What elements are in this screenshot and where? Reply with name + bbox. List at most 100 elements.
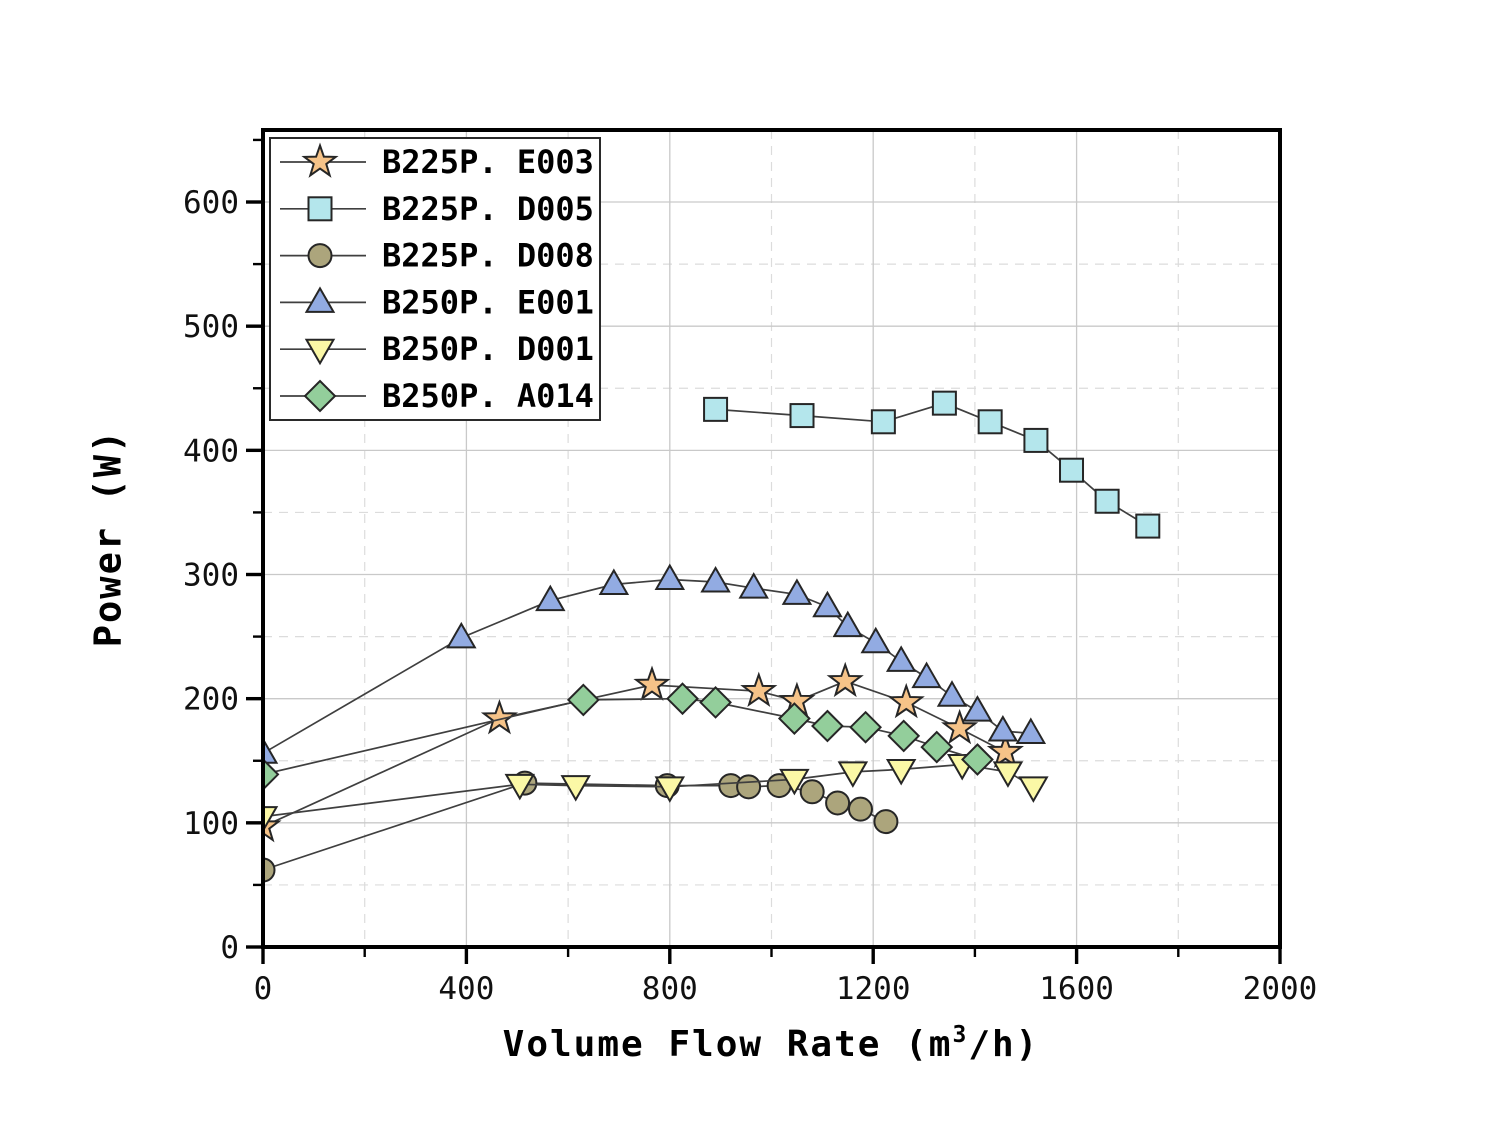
y-axis-ticks	[246, 138, 262, 949]
legend-marker-star	[301, 142, 339, 178]
legend-label: B225P. D008	[382, 237, 594, 275]
x-tick-label: 2000	[1243, 971, 1318, 1007]
marker-triangle-up	[832, 610, 864, 638]
marker-triangle-up	[987, 714, 1019, 742]
y-tick-label: 100	[183, 806, 239, 842]
marker-circle	[736, 774, 762, 800]
marker-triangle-up	[812, 590, 843, 618]
marker-triangle-down	[885, 758, 917, 786]
marker-diamond	[777, 702, 811, 735]
marker-square	[789, 403, 815, 429]
marker-triangle-up	[781, 578, 813, 605]
marker-triangle-down	[654, 776, 686, 803]
legend: B225P. E003 B225P. D005 B225P. D008 B250P. …	[269, 137, 601, 421]
marker-star	[740, 671, 778, 708]
x-axis-title: Volume Flow Rate (m3/h)	[503, 1022, 1040, 1065]
marker-diamond	[699, 685, 732, 719]
y-tick-label: 500	[183, 309, 239, 345]
x-tick-label: 1600	[1039, 971, 1114, 1007]
grid-major	[263, 130, 1280, 947]
legend-marker-circle	[307, 243, 333, 269]
marker-diamond	[566, 683, 600, 717]
x-tick-label: 0	[254, 971, 273, 1007]
marker-triangle-down	[992, 761, 1024, 788]
y-axis-title: Power (W)	[87, 429, 130, 647]
marker-triangle-up	[860, 626, 891, 654]
marker-triangle-up	[700, 565, 731, 593]
series-line	[263, 697, 978, 776]
legend-label: B250P. D001	[382, 330, 594, 368]
x-tick-label: 1200	[836, 971, 911, 1007]
y-tick-label: 400	[183, 433, 239, 469]
marker-diamond	[666, 682, 699, 716]
marker-triangle-up	[654, 563, 686, 590]
series-B250P-E001	[263, 563, 1047, 764]
x-axis-title-post: /h)	[968, 1024, 1040, 1065]
marker-triangle-down	[560, 775, 591, 802]
legend-item-B225P-D008: B225P. D008	[280, 237, 594, 275]
marker-diamond	[811, 709, 844, 743]
legend-marker-square	[307, 196, 333, 222]
marker-triangle-up	[446, 621, 477, 649]
marker-circle	[825, 790, 851, 816]
marker-triangle-up	[535, 584, 566, 612]
marker-star	[986, 732, 1024, 768]
marker-square	[1023, 427, 1049, 453]
marker-star	[633, 665, 671, 701]
legend-item-B250P-A014: B250P. A014	[280, 377, 594, 415]
marker-star	[480, 698, 519, 735]
marker-circle	[263, 857, 276, 883]
marker-triangle-up	[738, 572, 769, 599]
legend-item-B250P-D001: B250P. D001	[280, 330, 594, 368]
legend-marker-triangle-down	[304, 338, 336, 366]
marker-square	[870, 409, 896, 435]
marker-square	[703, 396, 729, 422]
marker-square	[931, 390, 957, 416]
marker-triangle-up	[911, 661, 942, 689]
marker-square	[1135, 513, 1161, 539]
marker-triangle-down	[779, 768, 810, 796]
legend-marker-triangle-up	[304, 286, 336, 313]
marker-diamond	[961, 743, 994, 776]
legend-marker-diamond	[303, 379, 337, 413]
marker-triangle-up	[936, 680, 968, 707]
x-axis-title-sup: 3	[952, 1022, 969, 1048]
legend-label: B250P. A014	[382, 377, 594, 415]
marker-triangle-down	[1018, 776, 1049, 803]
x-axis-ticks	[261, 948, 1282, 964]
marker-diamond	[920, 730, 954, 764]
marker-circle	[847, 796, 873, 822]
marker-triangle-up	[1015, 717, 1047, 744]
y-tick-label: 600	[183, 185, 239, 221]
x-axis-title-pre: Volume Flow Rate (m	[502, 1024, 953, 1065]
series-B225P-D005	[703, 390, 1161, 539]
marker-triangle-down	[837, 761, 869, 788]
marker-square	[1094, 488, 1120, 514]
marker-star	[826, 661, 864, 698]
legend-item-B225P-D005: B225P. D005	[280, 190, 594, 228]
y-tick-label: 300	[183, 558, 239, 594]
marker-triangle-up	[962, 695, 993, 722]
x-tick-label: 800	[642, 971, 698, 1007]
marker-square	[977, 409, 1003, 435]
marker-star	[887, 682, 925, 719]
marker-triangle-up	[263, 737, 279, 764]
y-axis-title-text: Power (W)	[86, 428, 130, 648]
marker-square	[1059, 457, 1085, 483]
marker-triangle-up	[885, 645, 917, 672]
marker-circle	[873, 809, 899, 835]
marker-circle	[799, 779, 825, 805]
legend-label: B225P. D005	[382, 190, 594, 228]
marker-triangle-up	[598, 568, 630, 595]
legend-item-B250P-E001: B250P. E001	[280, 283, 594, 321]
marker-diamond	[849, 710, 882, 744]
marker-star	[263, 807, 282, 843]
legend-box	[269, 137, 601, 421]
marker-diamond	[887, 719, 921, 753]
marker-triangle-down	[263, 806, 279, 833]
legend-label: B250P. E001	[382, 283, 594, 321]
x-tick-label: 400	[438, 971, 494, 1007]
plot-frame	[261, 128, 1282, 949]
marker-star	[941, 708, 979, 745]
